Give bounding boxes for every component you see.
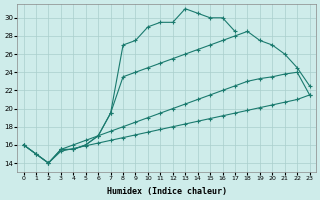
X-axis label: Humidex (Indice chaleur): Humidex (Indice chaleur) <box>107 187 227 196</box>
